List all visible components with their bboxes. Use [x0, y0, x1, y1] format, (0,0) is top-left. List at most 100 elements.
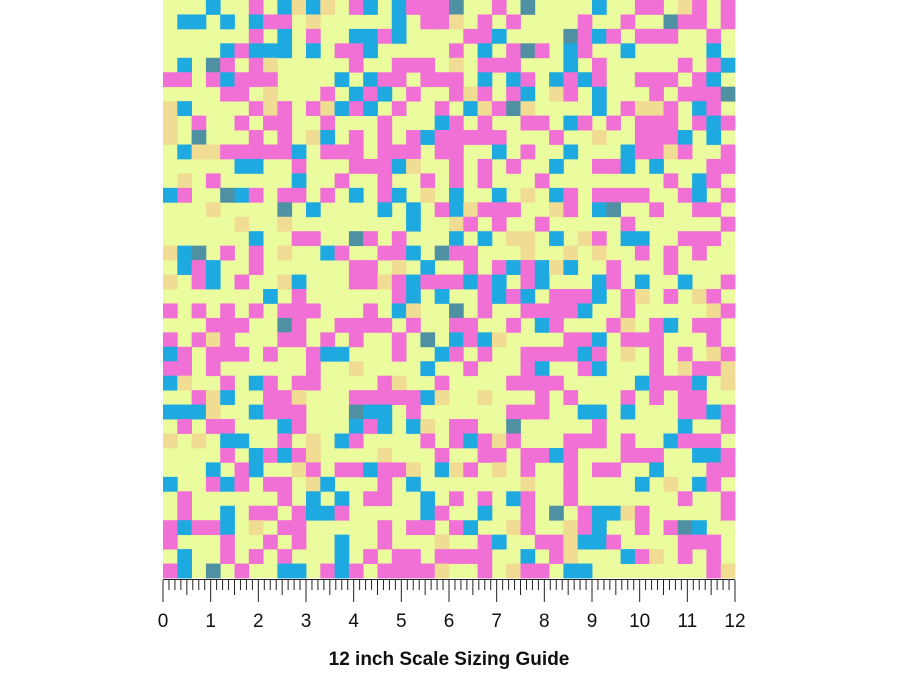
pattern-cell [291, 332, 307, 348]
pattern-cell [563, 43, 579, 59]
pattern-cell [520, 245, 536, 261]
pattern-cell [220, 534, 235, 550]
pattern-cell [163, 534, 178, 550]
pattern-cell [220, 57, 235, 73]
pattern-cell [277, 130, 293, 145]
pattern-cell [163, 361, 178, 377]
pattern-cell [434, 563, 450, 579]
pattern-cell [692, 317, 707, 333]
pattern-cell [520, 86, 536, 102]
pattern-cell [677, 130, 693, 145]
pattern-cell [649, 202, 664, 218]
pattern-cell [277, 115, 293, 131]
pattern-cell [677, 144, 693, 160]
pattern-cell [649, 158, 664, 174]
pattern-cell [463, 462, 478, 478]
pattern-cell [377, 158, 393, 174]
pattern-cell [363, 86, 378, 102]
pattern-cell [506, 231, 521, 247]
pattern-cell [220, 419, 235, 434]
pattern-cell [434, 115, 450, 131]
pattern-cell [248, 375, 264, 391]
pattern-cell [706, 549, 722, 564]
pattern-cell [234, 43, 250, 59]
pattern-cell [649, 361, 664, 377]
pattern-cell [534, 361, 550, 377]
pattern-cell [348, 390, 364, 405]
pattern-cell [163, 187, 178, 203]
pattern-cell [248, 14, 264, 30]
pattern-cell [348, 361, 364, 377]
pattern-cell [248, 0, 264, 15]
pattern-cell [191, 115, 207, 131]
pattern-cell [434, 375, 450, 391]
pattern-cell [463, 361, 478, 377]
pattern-cell [506, 260, 521, 275]
pattern-cell [205, 332, 221, 348]
pattern-cell [620, 158, 636, 174]
pattern-cell [463, 130, 478, 145]
pattern-cell [506, 375, 521, 391]
pattern-cell [706, 433, 722, 449]
pattern-cell [491, 202, 507, 218]
pattern-cell [677, 346, 693, 362]
pattern-cell [234, 115, 250, 131]
pattern-cell [520, 187, 536, 203]
pattern-cell [320, 86, 335, 102]
ruler-label: 9 [587, 611, 598, 632]
pattern-cell [549, 202, 564, 218]
pattern-cell [220, 433, 235, 449]
pattern-cell [563, 433, 579, 449]
pattern-cell [220, 520, 235, 536]
pattern-cell [506, 404, 521, 420]
pattern-cell [677, 534, 693, 550]
pattern-cell [706, 303, 722, 319]
pattern-cell [577, 361, 593, 377]
ruler-label: 7 [491, 611, 502, 632]
pattern-cell [363, 462, 378, 478]
pattern-cell [677, 419, 693, 434]
pattern-cell [449, 491, 464, 507]
pattern-cell [449, 144, 464, 160]
pattern-cell [434, 202, 450, 218]
pattern-cell [334, 101, 350, 116]
pattern-cell [248, 144, 264, 160]
pattern-cell [177, 520, 192, 536]
pattern-cell [277, 390, 293, 405]
pattern-cell [306, 202, 321, 218]
pattern-cell [348, 260, 364, 275]
pattern-cell [248, 130, 264, 145]
pattern-cell [234, 317, 250, 333]
pattern-cell [391, 0, 407, 15]
pattern-cell [663, 520, 679, 536]
pattern-cell [592, 433, 607, 449]
pattern-cell [663, 433, 679, 449]
pattern-cell [563, 144, 579, 160]
pattern-cell [320, 346, 335, 362]
pattern-cell [277, 14, 293, 30]
pattern-cell [277, 447, 293, 463]
pattern-cell [248, 28, 264, 44]
pattern-cell [449, 72, 464, 88]
pattern-cell [534, 216, 550, 232]
pattern-cell [506, 419, 521, 434]
pattern-cell [177, 144, 192, 160]
pattern-cell [348, 563, 364, 579]
pattern-cell [720, 216, 736, 232]
pattern-cell [506, 14, 521, 30]
pattern-cell [506, 43, 521, 59]
pattern-cell [634, 375, 650, 391]
pattern-cell [449, 173, 464, 189]
pattern-cell [520, 144, 536, 160]
pattern-cell [334, 144, 350, 160]
pattern-cell [177, 14, 192, 30]
pattern-cell [220, 303, 235, 319]
pattern-cell [391, 390, 407, 405]
pattern-cell [348, 433, 364, 449]
pattern-cell [577, 534, 593, 550]
pattern-cell [520, 563, 536, 579]
pattern-cell [577, 14, 593, 30]
pattern-cell [391, 28, 407, 44]
pattern-cell [592, 346, 607, 362]
pattern-cell [377, 563, 393, 579]
